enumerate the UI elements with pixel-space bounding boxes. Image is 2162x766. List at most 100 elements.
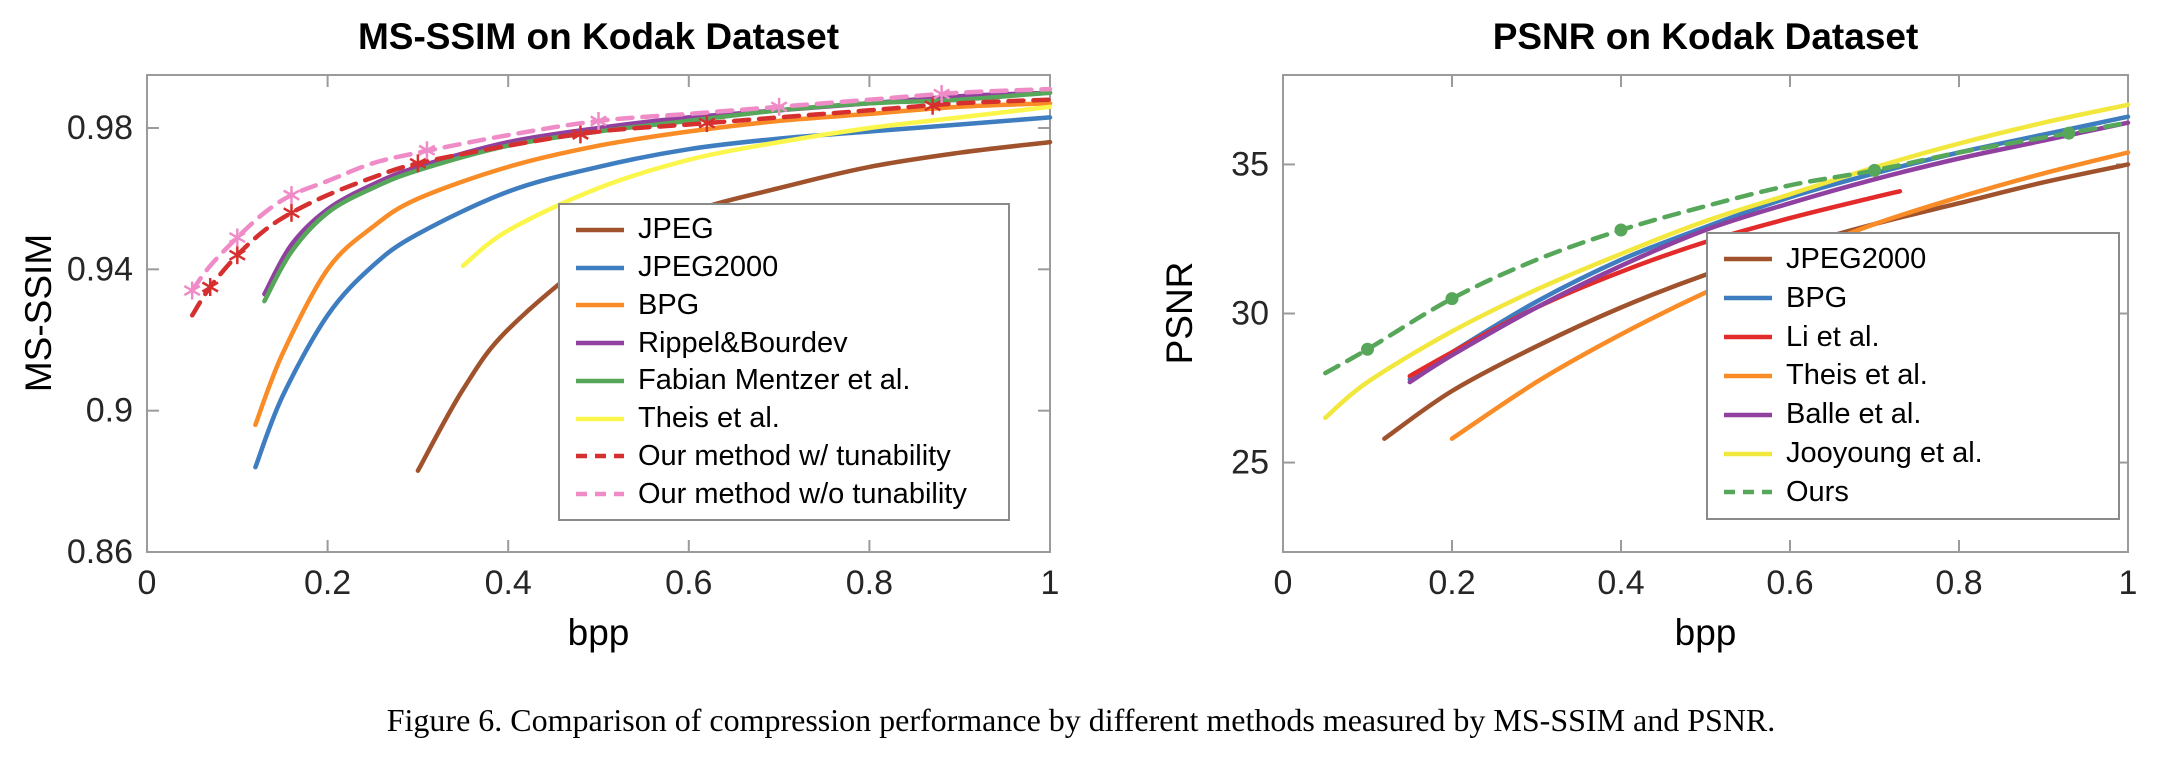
marker-dot-ours [1445,292,1459,306]
series-line-bpg [253,101,1053,428]
legend-swatch-balle-et-al [1724,412,1772,418]
y-tick-label: 25 [1231,444,1269,482]
x-tick-label: 0.8 [1935,564,1982,602]
legend-label-fabian-mentzer-et-al: Fabian Mentzer et al. [638,364,911,397]
legend-swatch-rippel-bourdev [576,340,624,346]
legend-label-our-method-w-tunability: Our method w/ tunability [638,439,951,472]
legend-item-rippel-bourdev: Rippel&Bourdev [574,327,994,360]
legend-swatch-jpeg [576,227,624,233]
legend-swatch-ours [1724,490,1772,495]
series-line-bpg [1407,114,2131,382]
legend-label-theis-et-al: Theis et al. [638,402,780,435]
x-tick-label: 0.6 [1766,564,1813,602]
marker-asterisk-our-method-w-o-tunability [590,115,607,127]
series-line-jooyoung-et-al [1323,102,2131,421]
series-line-theis-et-al [460,104,1053,269]
figure-caption: Figure 6. Comparison of compression perf… [386,702,1776,738]
legend-swatch-jpeg2000 [576,265,624,270]
x-tick-label: 0.2 [1428,564,1475,602]
series-line-balle-et-al [1407,120,2131,385]
chart-ms-ssim: 0 0.2 0.4 0.6 0.8 1 0.86 0.9 0.94 0.98 MS-SSIM on… [2,0,1082,660]
legend-label-bpg: BPG [638,288,700,321]
y-axis-label-ms-ssim: MS-SSIM [18,233,59,393]
marker-asterisk-our-method-w-tunability [698,117,716,129]
legend-item-jpeg2000: JPEG2000 [574,251,994,284]
marker-asterisk-our-method-w-o-tunability [933,88,951,100]
x-tick-label: 0.4 [485,564,532,602]
marker-asterisk-our-method-w-tunability [924,100,942,112]
marker-asterisk-our-method-w-tunability [283,207,300,219]
x-tick-label: 0 [138,564,157,602]
legend-item-jooyoung-et-al: Jooyoung et al. [1722,437,2104,470]
legend-item-li-et-al: Li et al. [1722,321,2104,354]
legend-swatch-li-et-al [1724,334,1772,340]
legend-swatch-bpg [576,303,624,308]
x-tick-label: 0.6 [665,564,712,602]
legend-item-bpg: BPG [1722,282,2104,315]
legend-item-ours: Ours [1722,476,2104,509]
marker-asterisk-our-method-w-tunability [572,128,589,140]
marker-asterisk-our-method-w-o-tunability [183,284,201,297]
legend-item-jpeg2000: JPEG2000 [1722,243,2104,276]
x-axis-label-bpp-left: bpp [567,612,630,653]
marker-asterisk-our-method-w-o-tunability [228,231,246,244]
marker-asterisk-our-method-w-tunability [228,249,246,261]
x-tick-label: 0.8 [846,564,893,602]
legend-swatch-our-method-w-tunability [576,454,624,459]
chart-title-ms-ssim: MS-SSIM on Kodak Dataset [357,16,840,57]
legend-label-jooyoung-et-al: Jooyoung et al. [1786,437,1983,470]
series-line-our-method-w-tunability [189,97,1053,318]
x-axis-label-bpp-right: bpp [1674,612,1737,653]
legend-swatch-bpg [1724,296,1772,301]
x-tick-label: 1 [2119,564,2138,602]
y-tick-label: 0.94 [67,250,133,288]
axes-box [146,74,1051,553]
legend-item-balle-et-al: Balle et al. [1722,398,2104,431]
x-tick-label: 0.4 [1597,564,1644,602]
plot-area-ms-ssim: 0 0.2 0.4 0.6 0.8 1 0.86 0.9 0.94 0.98 [67,74,1060,602]
marker-asterisk-our-method-w-tunability [201,281,219,293]
marker-dot-ours [2062,126,2076,140]
chart-title-psnr: PSNR on Kodak Dataset [1492,16,1919,57]
marker-asterisk-our-method-w-o-tunability [418,144,436,156]
legend-item-fabian-mentzer-et-al: Fabian Mentzer et al. [574,364,994,397]
legend-psnr: JPEG2000 BPG Li et al. Theis et al. Balle et… [1706,232,2120,520]
legend-label-jpeg2000: JPEG2000 [638,251,779,284]
x-tick-label: 0 [1274,564,1293,602]
legend-item-our-method-w-o-tunability: Our method w/o tunability [574,478,994,511]
y-tick-label: 0.9 [86,392,133,430]
marker-asterisk-our-method-w-o-tunability [770,101,788,113]
legend-label-bpg: BPG [1786,281,1848,314]
marker-asterisk-our-method-w-o-tunability [283,189,300,201]
legend-label-jpeg: JPEG [638,213,714,246]
marker-asterisk-our-method-w-tunability [409,157,427,169]
legend-label-ours: Ours [1786,475,1849,508]
legend-swatch-jooyoung-et-al [1724,451,1772,456]
legend-label-theis-et-al: Theis et al. [1786,359,1928,392]
series-line-our-method-w-o-tunability [189,86,1053,293]
chart-psnr: 0 0.2 0.4 0.6 0.8 1 25 30 35 PSNR on Kodak Datas… [1082,0,2162,660]
y-tick-label: 30 [1231,295,1269,333]
legend-swatch-our-method-w-o-tunability [576,491,624,497]
legend-label-rippel-bourdev: Rippel&Bourdev [638,326,848,359]
legend-label-jpeg2000: JPEG2000 [1786,242,1927,275]
legend-item-theis-et-al: Theis et al. [1722,359,2104,392]
y-tick-label: 35 [1231,145,1269,183]
legend-item-bpg: BPG [574,289,994,322]
y-axis-label-psnr: PSNR [1159,261,1200,365]
series-line-ours [1323,120,2131,376]
marker-dot-ours [1361,342,1374,356]
legend-item-our-method-w-tunability: Our method w/ tunability [574,440,994,473]
x-tick-label: 1 [1041,564,1060,602]
legend-swatch-fabian-mentzer-et-al [576,378,624,384]
legend-label-our-method-w-o-tunability: Our method w/o tunability [638,477,967,510]
legend-item-jpeg: JPEG [574,213,994,246]
y-tick-label: 0.98 [67,109,133,147]
series-line-jpeg2000 [253,115,1053,470]
legend-swatch-theis-et-al [1724,373,1772,379]
x-tick-label: 0.2 [304,564,351,602]
legend-label-li-et-al: Li et al. [1786,320,1880,353]
legend-swatch-theis-et-al [576,416,624,421]
y-tick-label: 0.86 [67,533,133,571]
